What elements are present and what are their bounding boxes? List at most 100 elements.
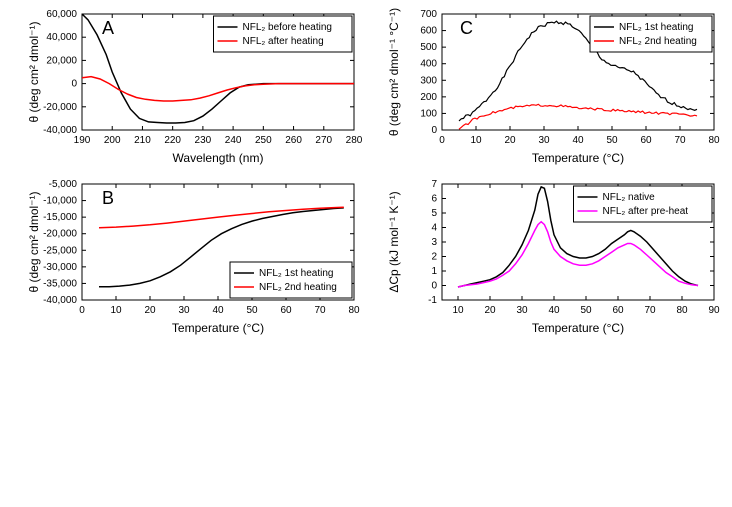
ytick-label: 600: [420, 26, 437, 37]
xtick-label: 60: [640, 135, 652, 146]
legend: NFL₂ before heating NFL₂ after heating: [214, 16, 353, 52]
ytick-label: -20,000: [43, 229, 77, 240]
xtick-label: 80: [676, 305, 688, 316]
panel-b: 0 10 20 30 40 50 60 70 80 -40,000 -35,000 -30,000 -2…: [24, 176, 364, 338]
panel-a: 190 200 210 220 230 240 250 260 270 280 -40,000 -20…: [24, 6, 364, 168]
panel-d-svg: 102030405060708090-101234567Temperature …: [384, 176, 724, 338]
ytick-label: 100: [420, 108, 437, 119]
xtick-label: 40: [572, 135, 584, 146]
xtick-label: 60: [280, 305, 292, 316]
ytick-label: 60,000: [46, 9, 77, 20]
panel-letter: A: [102, 18, 114, 38]
ytick-label: 5: [431, 208, 437, 219]
ytick-label: -25,000: [43, 245, 77, 256]
xtick-label: 270: [315, 135, 332, 146]
ylabel: θ (deg cm² dmol⁻¹): [27, 21, 41, 122]
xtick-label: 200: [104, 135, 121, 146]
xtick-label: 240: [225, 135, 242, 146]
xtick-label: 10: [470, 135, 482, 146]
panel-b-svg: 0 10 20 30 40 50 60 70 80 -40,000 -35,000 -30,000 -2…: [24, 176, 364, 338]
ytick-label: 500: [420, 42, 437, 53]
ylabel: θ (deg cm² dmol⁻¹): [27, 191, 41, 292]
legend: NFL₂ 1st heating NFL₂ 2nd heating: [230, 262, 352, 298]
ytick-label: 6: [431, 194, 437, 205]
xtick-label: 230: [195, 135, 212, 146]
panel-a-svg: 190 200 210 220 230 240 250 260 270 280 -40,000 -20…: [24, 6, 364, 168]
ytick-label: 20,000: [46, 55, 77, 66]
xtick-label: 50: [580, 305, 592, 316]
xtick-label: 190: [74, 135, 91, 146]
ytick-label: -40,000: [43, 125, 77, 136]
panel-c: 010203040506070800100200300400500600700T…: [384, 6, 724, 168]
panel-c-svg: 010203040506070800100200300400500600700T…: [384, 6, 724, 168]
ytick-label: 4: [431, 223, 437, 234]
ytick-label: -15,000: [43, 212, 77, 223]
xtick-label: 30: [178, 305, 190, 316]
xtick-label: 220: [164, 135, 181, 146]
legend-label: NFL₂ 1st heating: [619, 22, 693, 33]
xtick-label: 0: [439, 135, 445, 146]
legend-label: NFL₂ after pre-heat: [603, 206, 689, 217]
xtick-label: 250: [255, 135, 272, 146]
ytick-label: 700: [420, 9, 437, 20]
xtick-label: 20: [144, 305, 156, 316]
series-1: [99, 207, 344, 228]
xtick-label: 80: [348, 305, 360, 316]
xlabel: Temperature (°C): [532, 321, 624, 335]
xlabel: Temperature (°C): [172, 321, 264, 335]
ytick-label: 3: [431, 237, 437, 248]
legend-label: NFL₂ after heating: [243, 36, 324, 47]
xtick-label: 40: [212, 305, 224, 316]
xtick-label: 70: [674, 135, 686, 146]
ytick-label: 0: [431, 281, 437, 292]
ytick-label: -35,000: [43, 278, 77, 289]
xtick-label: 260: [285, 135, 302, 146]
xtick-label: 20: [504, 135, 516, 146]
ytick-label: -5,000: [49, 179, 78, 190]
ytick-label: 1: [431, 266, 437, 277]
xtick-label: 30: [538, 135, 550, 146]
legend: NFL₂ native NFL₂ after pre-heat: [574, 186, 713, 222]
panel-d: 102030405060708090-101234567Temperature …: [384, 176, 724, 338]
xtick-label: 0: [79, 305, 85, 316]
ytick-label: 40,000: [46, 32, 77, 43]
xtick-label: 60: [612, 305, 624, 316]
xtick-label: 40: [548, 305, 560, 316]
xtick-label: 20: [484, 305, 496, 316]
series-1: [459, 104, 697, 129]
xlabel: Temperature (°C): [532, 151, 624, 165]
xlabel: Wavelength (nm): [173, 151, 264, 165]
panel-letter: C: [460, 18, 473, 38]
ytick-label: -30,000: [43, 262, 77, 273]
ytick-label: -20,000: [43, 102, 77, 113]
figure: 190200210220230240250260270280-40,000-20…: [0, 0, 732, 507]
xtick-label: 50: [606, 135, 618, 146]
ytick-label: -40,000: [43, 295, 77, 306]
legend-label: NFL₂ 2nd heating: [259, 282, 337, 293]
xtick-label: 30: [516, 305, 528, 316]
ytick-label: 300: [420, 75, 437, 86]
ytick-label: 400: [420, 59, 437, 70]
xtick-label: 280: [346, 135, 363, 146]
xtick-label: 70: [314, 305, 326, 316]
legend-label: NFL₂ before heating: [243, 22, 333, 33]
ylabel: θ (deg cm² dmol⁻¹ °C⁻¹): [387, 8, 401, 136]
legend-label: NFL₂ native: [603, 192, 656, 203]
xtick-label: 70: [644, 305, 656, 316]
xtick-label: 10: [110, 305, 122, 316]
legend-label: NFL₂ 2nd heating: [619, 36, 697, 47]
xtick-label: 90: [708, 305, 720, 316]
panel-letter: B: [102, 188, 114, 208]
ylabel: ΔCp (kJ mol⁻¹ K⁻¹): [387, 191, 401, 292]
ytick-label: -10,000: [43, 196, 77, 207]
xtick-label: 80: [708, 135, 720, 146]
ytick-label: 2: [431, 252, 437, 263]
ytick-label: 0: [71, 79, 77, 90]
xtick-label: 50: [246, 305, 258, 316]
ytick-label: 7: [431, 179, 437, 190]
ytick-label: 200: [420, 92, 437, 103]
xtick-label: 210: [134, 135, 151, 146]
legend-label: NFL₂ 1st heating: [259, 268, 333, 279]
series-1: [82, 77, 354, 101]
legend: NFL₂ 1st heating NFL₂ 2nd heating: [590, 16, 712, 52]
